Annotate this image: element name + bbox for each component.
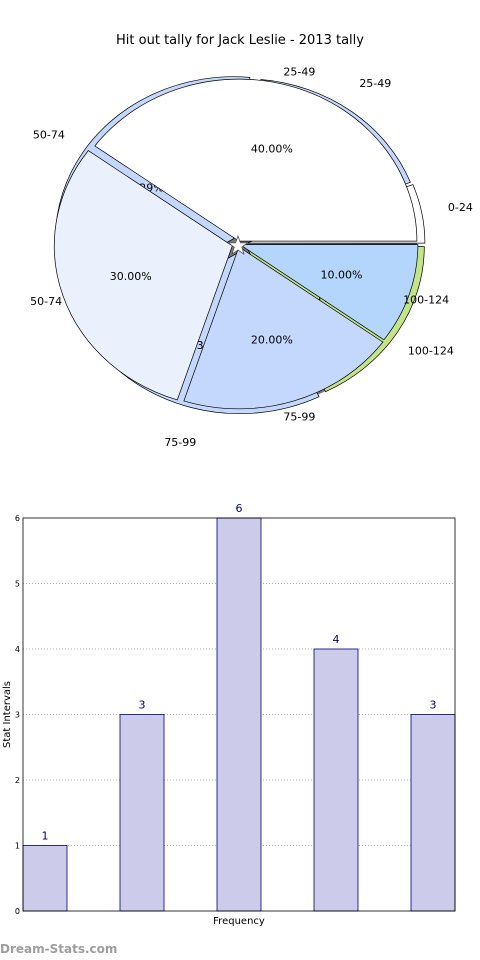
outer-pie-slice-label-2: 75-99	[283, 410, 315, 423]
outer-pie-value-label-1: 30.00%	[110, 270, 152, 283]
bar-ytick-label: 3	[15, 711, 20, 720]
bar-data-label-3: 4	[333, 633, 340, 646]
bar-ytick-label: 0	[15, 907, 20, 916]
bar-chart: 0 1 2 3 4 5 6 1 3 6 4 3 Frequency Stat Intervals	[2, 502, 456, 927]
bar-4	[410, 714, 456, 912]
bar-data-label-1: 3	[139, 699, 146, 712]
bar-plot-frame	[22, 517, 456, 912]
bar-ytick-label: 4	[15, 645, 20, 654]
bar-3	[313, 648, 359, 912]
watermark: Dream-Stats.com	[0, 942, 118, 956]
inner-pie-slice-label-3: 75-99	[164, 436, 196, 449]
outer-pie-slice-0	[94, 78, 418, 242]
outer-pie-value-label-0: 40.00%	[251, 143, 293, 156]
pie-chart-title: Hit out tally for Jack Leslie - 2013 tal…	[116, 33, 364, 48]
inner-pie-slice-label-0: 0-24	[448, 201, 473, 214]
bar-data-label-0: 1	[42, 830, 49, 843]
bar-data-label-4: 3	[430, 699, 437, 712]
outer-pie-slice-label-3: 100-124	[403, 294, 449, 307]
bar-1	[119, 714, 165, 912]
outer-pie-slice-3	[238, 244, 419, 341]
outer-pie-slice-label-0: 25-49	[283, 66, 315, 79]
bar-data-label-2: 6	[236, 502, 243, 515]
pie-chart: 0-245.88%25-4917.65%50-7435.29%75-9923.5…	[30, 66, 473, 449]
bar-2	[216, 517, 262, 912]
outer-pie-value-label-2: 20.00%	[251, 333, 293, 346]
bar-0	[22, 845, 68, 912]
bar-y-axis-label: Stat Intervals	[2, 681, 13, 748]
bar-ytick-label: 5	[15, 580, 20, 589]
outer-pie-slice-2	[183, 246, 384, 410]
inner-pie-slice-label-4: 100-124	[408, 345, 454, 358]
outer-pie-value-label-3: 10.00%	[321, 269, 363, 282]
bar-ytick-label: 1	[15, 842, 20, 851]
outer-pie-slice-label-1: 50-74	[30, 295, 62, 308]
inner-pie-slice-label-2: 50-74	[33, 129, 65, 142]
pie-center-star	[227, 234, 249, 256]
bar-ytick-label: 6	[15, 514, 20, 523]
bar-ytick-label: 2	[15, 776, 20, 785]
inner-pie-slice-label-1: 25-49	[359, 77, 391, 90]
bar-x-axis-label: Frequency	[213, 916, 265, 927]
outer-pie-slice-1	[53, 150, 233, 401]
